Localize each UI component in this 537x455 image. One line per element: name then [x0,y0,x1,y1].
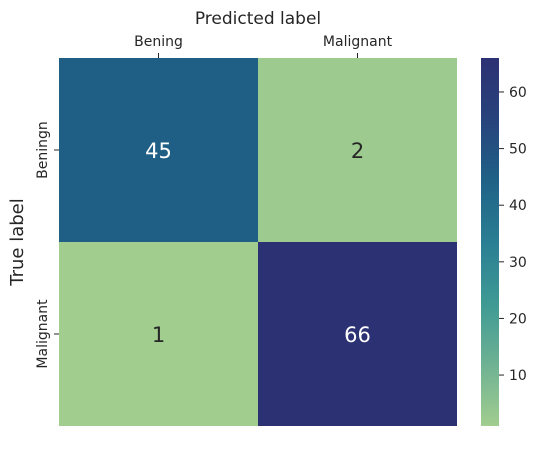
heatmap-cell-value: 2 [351,139,364,163]
heatmap-cell [258,242,457,426]
heatmap-cell-labels: 45 2 1 66 [145,139,371,347]
colorbar-tick-label: 30 [509,255,527,271]
heatmap-cell-value: 45 [145,139,172,163]
colorbar [481,58,499,426]
heatmap-cell-value: 66 [344,323,371,347]
heatmap-cell [59,58,258,242]
colorbar-tick-label: 50 [509,142,527,158]
y-axis-label: True label [7,198,28,287]
colorbar-tick-label: 60 [509,85,527,101]
heatmap-cells [59,58,457,426]
y-tick-label: Beningn [35,121,51,179]
colorbar-tick-label: 40 [509,198,527,214]
y-axis-ticks: Beningn Malignant [35,121,59,369]
colorbar-ticks: 10 20 30 40 50 60 [499,85,527,384]
x-tick-label: Bening [134,34,183,50]
colorbar-tick-label: 20 [509,311,527,327]
heatmap-cell [258,58,457,242]
y-tick-label: Malignant [35,299,51,369]
x-axis-label: Predicted label [195,9,321,29]
colorbar-tick-label: 10 [509,368,527,384]
x-axis-ticks: Bening Malignant [134,34,393,58]
heatmap-cell-value: 1 [152,323,165,347]
x-tick-label: Malignant [323,34,393,50]
heatmap-cell [59,242,258,426]
